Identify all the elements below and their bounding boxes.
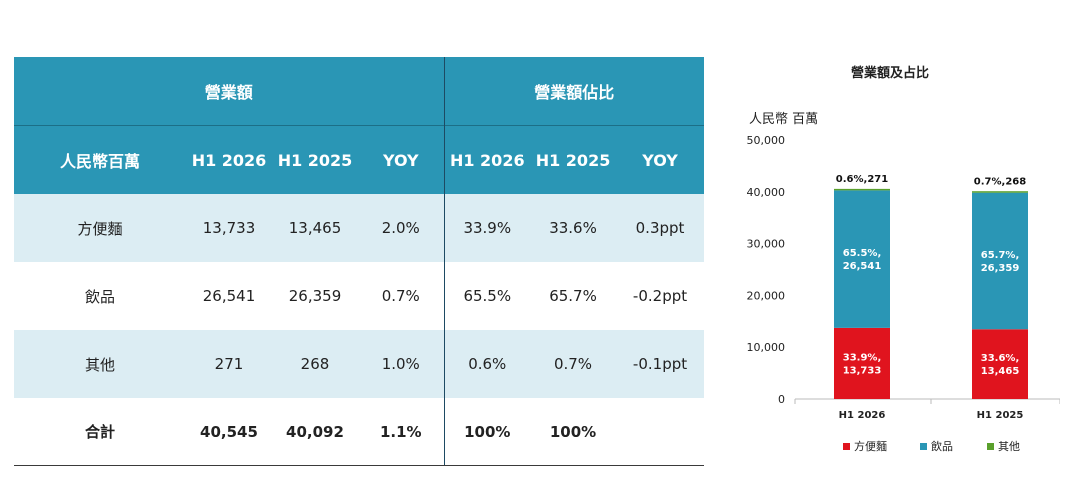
col-header: H1 2025 <box>530 125 617 194</box>
bar-segment <box>834 188 890 191</box>
table-row: 方便麵 13,733 13,465 2.0% 33.9% 33.6% 0.3pp… <box>14 194 705 262</box>
data-label: 26,359 <box>981 263 1020 274</box>
table-cell: 268 <box>272 330 358 398</box>
bar-segment <box>972 192 1028 330</box>
y-tick-label: 10,000 <box>747 341 786 354</box>
table-total-row: 合計 40,545 40,092 1.1% 100% 100% <box>14 398 705 466</box>
group-header-revenue: 營業額 <box>14 57 445 126</box>
data-label: 13,733 <box>843 365 882 376</box>
col-header: H1 2026 <box>443 125 531 194</box>
table-row: 其他 271 268 1.0% 0.6% 0.7% -0.1ppt <box>14 330 705 398</box>
table-cell: 1.0% <box>358 330 445 398</box>
table-cell: 13,733 <box>186 194 272 262</box>
y-tick-label: 0 <box>778 393 785 406</box>
data-label: 26,541 <box>843 261 882 272</box>
legend-label: 飲品 <box>931 440 953 453</box>
table-cell: 1.1% <box>358 398 445 466</box>
row-label: 其他 <box>14 330 186 398</box>
unit-header: 人民幣百萬 <box>14 125 186 194</box>
row-label: 方便麵 <box>14 194 186 262</box>
data-label: 33.9%, <box>843 352 882 363</box>
col-header: YOY <box>358 125 445 194</box>
data-label: 33.6%, <box>981 353 1020 364</box>
col-header: H1 2026 <box>186 125 272 194</box>
data-label: 0.7%,268 <box>974 176 1026 187</box>
row-label: 飲品 <box>84 287 115 306</box>
legend-swatch <box>987 442 994 450</box>
data-label: 65.7%, <box>981 250 1020 261</box>
y-tick-label: 30,000 <box>747 238 786 251</box>
y-axis-label: 人民幣 百萬 <box>749 112 819 127</box>
bar-segment <box>972 191 1028 193</box>
data-label: 13,465 <box>981 366 1020 377</box>
legend-swatch <box>843 442 850 450</box>
table-column-header: 人民幣百萬 H1 2026 H1 2025 YOY H1 2026 H1 202… <box>14 125 705 194</box>
table-cell: 33.6% <box>530 194 617 262</box>
legend-item-drinks: 飲品 <box>920 438 953 454</box>
data-label: 0.6%,271 <box>836 174 888 185</box>
x-tick-label: H1 2026 <box>839 410 886 420</box>
table-cell: 33.9% <box>443 194 531 262</box>
table-cell: 13,465 <box>272 194 358 262</box>
legend-item-others: 其他 <box>987 438 1020 454</box>
stacked-bar-chart: 0 10,000 20,000 30,000 40,000 50,000 33.9%, 13,… <box>747 134 1060 420</box>
table-cell: 65.5% <box>443 262 531 330</box>
bar-segment <box>972 329 1028 399</box>
revenue-table: 營業額 營業額佔比 人民幣百萬 H1 2026 H1 2025 YOY H1 2… <box>14 57 705 466</box>
y-tick-label: 50,000 <box>747 134 786 147</box>
table-cell <box>616 398 705 466</box>
table-cell: 2.0% <box>358 194 445 262</box>
table-row: 飲品 26,541 26,359 0.7% 65.5% 65.7% -0.2pp… <box>14 262 704 330</box>
chart-title: 營業額及占比 <box>850 66 929 81</box>
y-tick-label: 20,000 <box>747 289 786 302</box>
table-cell: 40,092 <box>272 398 358 466</box>
group-header-share: 營業額佔比 <box>443 57 705 126</box>
bar-segment <box>834 327 890 399</box>
table-cell: 26,359 <box>288 287 342 305</box>
table-cell: -0.1ppt <box>616 330 705 398</box>
table-cell: 271 <box>186 330 272 398</box>
total-label: 合計 <box>14 398 186 466</box>
table-cell: 0.7% <box>530 330 617 398</box>
table-group-header: 營業額 營業額佔比 <box>14 57 705 126</box>
bar-segment <box>834 190 890 328</box>
legend-swatch <box>920 442 927 450</box>
y-tick-label: 40,000 <box>747 186 786 199</box>
table-cell: 65.7% <box>549 287 597 305</box>
col-header: YOY <box>616 125 705 194</box>
table-cell: 40,545 <box>186 398 272 466</box>
table-cell: 100% <box>530 398 617 466</box>
table-cell: 0.3ppt <box>616 194 705 262</box>
table-cell: 0.7% <box>381 287 420 305</box>
table-cell: 100% <box>443 398 531 466</box>
table-cell: 0.6% <box>443 330 531 398</box>
legend-label: 方便麵 <box>854 440 887 453</box>
col-header: H1 2025 <box>272 125 358 194</box>
legend-label: 其他 <box>998 440 1020 453</box>
x-tick-label: H1 2025 <box>977 410 1024 420</box>
data-label: 65.5%, <box>843 248 882 259</box>
legend-item-noodles: 方便麵 <box>843 438 887 454</box>
table-cell: 26,541 <box>202 287 256 305</box>
table-cell: -0.2ppt <box>632 287 688 305</box>
